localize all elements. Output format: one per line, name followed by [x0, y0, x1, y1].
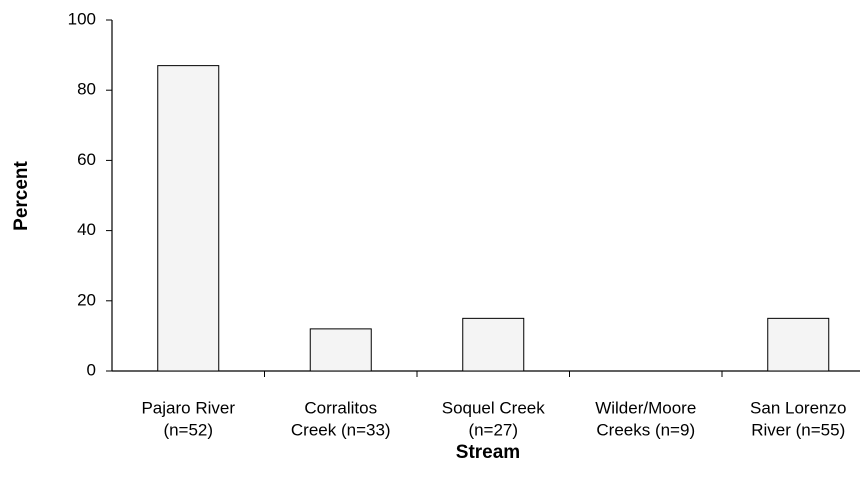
y-tick-label: 40 — [77, 220, 96, 239]
y-tick-label: 60 — [77, 150, 96, 169]
y-tick-label: 0 — [87, 360, 96, 379]
x-axis-title: Stream — [456, 442, 520, 463]
bar — [309, 328, 372, 372]
bar — [462, 317, 525, 372]
x-tick-label: Pajaro River — [141, 398, 235, 417]
x-tick-label: Creeks (n=9) — [596, 420, 695, 439]
y-axis-title: Percent — [11, 160, 32, 230]
x-tick-label: San Lorenzo — [750, 398, 846, 417]
x-tick-label: Soquel Creek — [442, 398, 546, 417]
y-tick-label: 100 — [68, 9, 96, 28]
bar — [157, 65, 220, 372]
x-tick-label: River (n=55) — [751, 420, 845, 439]
bar — [767, 317, 830, 372]
y-tick-label: 80 — [77, 80, 96, 99]
y-tick-label: 20 — [77, 290, 96, 309]
x-tick-label: Wilder/Moore — [595, 398, 696, 417]
x-tick-label: (n=52) — [163, 420, 213, 439]
x-tick-label: Corralitos — [304, 398, 377, 417]
x-tick-label: (n=27) — [468, 420, 518, 439]
x-tick-label: Creek (n=33) — [291, 420, 391, 439]
